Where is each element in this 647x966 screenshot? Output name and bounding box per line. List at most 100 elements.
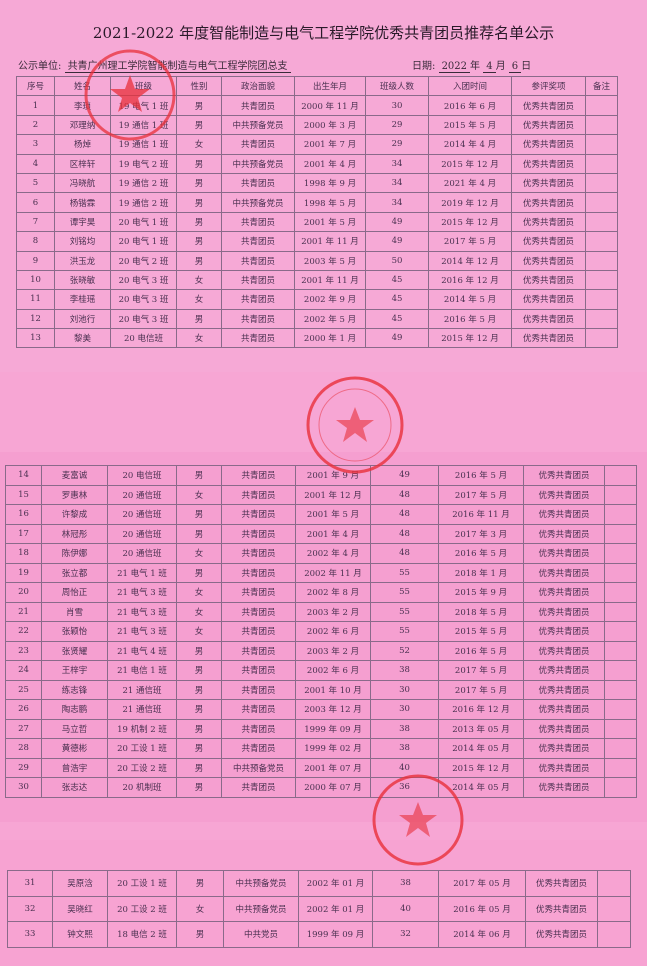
cell-name: 林冠彤 [41,523,108,544]
cell-name: 曾浩宇 [41,757,108,778]
cell-birth: 1998 年 9 月 [294,172,366,194]
cell-political-status: 共青团员 [221,308,295,330]
cell-remark [604,484,637,505]
cell-name: 刘铭均 [54,231,111,252]
nominee-table-page-2: 14 麦富诚 20 电信班男共青团员 2001 年 9 月 49 2016 年 5 月优秀… [5,465,637,798]
cell-gender: 男 [176,153,222,174]
table-row: 8 刘铭均 20 电气 1 班男共青团员 2001 年 11 月 49 2017 年 5 … [16,231,618,252]
cell-join-date: 2017 年 5 月 [428,231,512,252]
cell-class-size: 49 [365,328,429,349]
cell-rowid: 11 [16,289,55,310]
unit-label: 公示单位: [18,61,62,72]
cell-join-date: 2016 年 6 月 [428,95,512,116]
cell-gender: 男 [176,95,222,116]
cell-rowid: 31 [7,870,53,897]
cell-join-date: 2014 年 05 月 [438,777,524,798]
cell-class-size: 45 [365,269,429,291]
cell-gender: 男 [176,738,222,759]
cell-gender: 女 [176,582,222,603]
cell-birth: 2002 年 8 月 [295,582,371,603]
cell-gender: 女 [176,289,222,310]
cell-gender: 女 [176,484,222,505]
cell-political-status: 共青团员 [221,504,296,525]
cell-name: 张立都 [41,562,108,583]
cell-rowid: 13 [16,328,55,349]
cell-birth: 2003 年 2 月 [295,640,371,661]
cell-birth: 2001 年 4 月 [294,153,366,174]
cell-name: 张贤耀 [41,640,108,661]
cell-remark [585,308,618,330]
column-header-political-status: 政治面貌 [221,75,295,97]
cell-award: 优秀共青团员 [523,699,605,720]
cell-gender: 男 [176,504,222,525]
cell-class-size: 32 [372,921,439,948]
cell-name: 陶志鹏 [41,699,108,720]
cell-birth: 2003 年 12 月 [295,699,371,720]
cell-award: 优秀共青团员 [523,738,605,759]
cell-award: 优秀共青团员 [523,523,605,544]
cell-class-size: 49 [365,211,429,233]
cell-remark [604,718,637,739]
cell-political-status: 中共党员 [223,921,299,948]
cell-award: 优秀共青团员 [511,231,586,252]
cell-remark [604,699,637,720]
cell-birth: 2001 年 7 月 [294,134,366,155]
cell-class-size: 50 [365,250,429,271]
cell-name: 麦富诚 [41,465,108,486]
column-header-name: 姓名 [54,75,111,97]
cell-class: 20 工设 1 班 [107,738,177,759]
cell-join-date: 2017 年 5 月 [438,679,524,700]
cell-political-status: 共青团员 [221,134,295,155]
cell-political-status: 共青团员 [221,699,296,720]
cell-name: 许黎成 [41,504,108,525]
cell-political-status: 共青团员 [221,679,296,700]
cell-name: 王梓宇 [41,660,108,681]
column-header-class-size: 班级人数 [365,75,429,97]
cell-birth: 2002 年 6 月 [295,660,371,681]
cell-class: 20 通信班 [107,523,177,544]
table-row: 6 杨锴霖 19 通信 2 班男中共预备党员 1998 年 5 月 34 2019 年 1… [16,192,618,213]
table-row: 9 洪玉龙 20 电气 2 班男共青团员 2003 年 5 月 50 2014 年 12 … [16,250,618,271]
cell-birth: 2000 年 07 月 [295,777,371,798]
unit-value: 共青广州理工学院智能制造与电气工程学院团总支 [64,61,291,73]
table-row: 25 练志锋 21 通信班男共青团员 2001 年 10 月 30 2017 年 5 月优… [5,679,637,700]
cell-name: 邓理纳 [54,114,111,136]
cell-class-size: 55 [370,582,439,603]
cell-remark [585,269,618,291]
cell-remark [604,504,637,525]
cell-gender: 男 [176,699,222,720]
cell-remark [585,250,618,271]
cell-gender: 男 [176,640,222,661]
table-row: 16 许黎成 20 通信班男共青团员 2001 年 5 月 48 2016 年 11 月优… [5,504,637,525]
cell-political-status: 共青团员 [221,660,296,681]
cell-rowid: 12 [16,308,55,330]
table-row: 13 黎美 20 电信班女共青团员 2000 年 1 月 49 2015 年 12 月优秀… [16,328,618,349]
table-row: 15 罗惠林 20 通信班女共青团员 2001 年 12 月 48 2017 年 5 月优… [5,484,637,505]
table-row: 4 区梓轩 19 电气 2 班男中共预备党员 2001 年 4 月 34 2015 年 1… [16,153,618,174]
cell-name: 练志锋 [41,679,108,700]
nominee-table-page-3: 31 吴原浛 20 工设 1 班男中共预备党员 2002 年 01 月 38 2017 年… [7,870,631,948]
cell-gender: 女 [176,601,222,622]
cell-political-status: 共青团员 [221,543,296,564]
cell-birth: 2003 年 5 月 [294,250,366,271]
cell-class: 20 电气 3 班 [110,289,177,310]
cell-join-date: 2013 年 05 月 [438,718,524,739]
cell-join-date: 2018 年 5 月 [438,601,524,622]
cell-remark [604,601,637,622]
cell-remark [597,895,631,922]
cell-remark [585,289,618,310]
cell-name: 张志达 [41,777,108,798]
cell-remark [585,328,618,349]
cell-name: 杨锴霖 [54,192,111,213]
cell-remark [585,231,618,252]
cell-rowid: 14 [5,465,42,486]
cell-join-date: 2016 年 5 月 [438,640,524,661]
cell-join-date: 2014 年 12 月 [428,250,512,271]
cell-award: 优秀共青团员 [511,153,586,174]
cell-join-date: 2017 年 5 月 [438,660,524,681]
cell-name: 罗惠林 [41,484,108,505]
cell-class: 21 电气 3 班 [107,601,177,622]
cell-gender: 女 [176,134,222,155]
cell-join-date: 2015 年 12 月 [428,328,512,349]
cell-political-status: 共青团员 [221,562,296,583]
